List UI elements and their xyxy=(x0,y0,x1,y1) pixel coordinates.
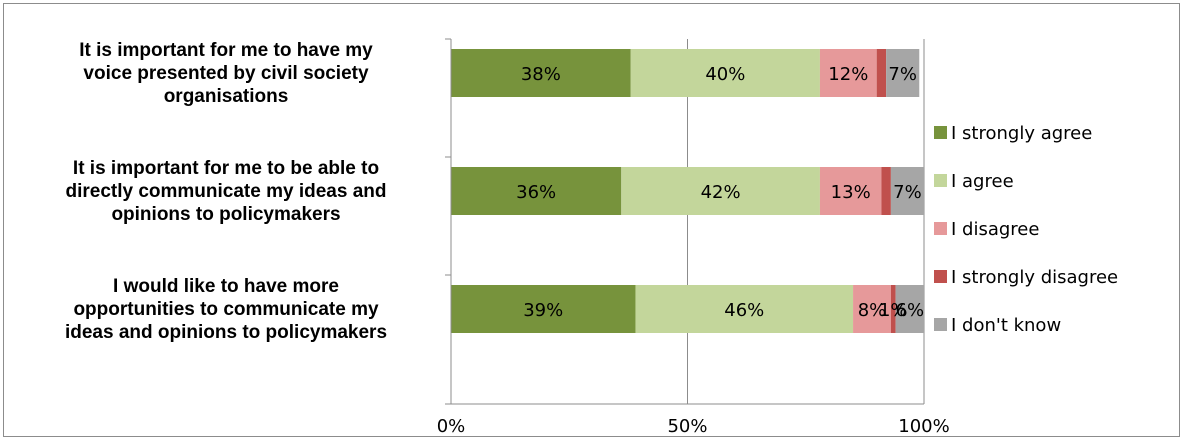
category-label: It is important for me to be able to dire… xyxy=(65,158,386,225)
bar-segment xyxy=(635,285,854,333)
data-label: 7% xyxy=(888,64,917,85)
data-label: 38% xyxy=(521,64,561,85)
data-label: 40% xyxy=(705,64,745,85)
x-tick-label: 50% xyxy=(667,416,707,437)
legend-label: I don't know xyxy=(951,315,1061,336)
data-label: 36% xyxy=(516,182,556,203)
bar-segment xyxy=(890,285,896,333)
gridlines xyxy=(687,39,925,404)
bar-segment xyxy=(819,167,882,215)
chart-frame: 0% 50% 100% It is important for me to have… xyxy=(3,3,1180,437)
legend-swatch xyxy=(934,270,947,283)
legend-swatch xyxy=(934,318,947,331)
category-labels: It is important for me to have my voice p… xyxy=(65,40,387,343)
category-label: I would like to have more opportunities t… xyxy=(65,276,387,343)
legend-swatch xyxy=(934,174,947,187)
legend-swatch xyxy=(934,126,947,139)
category-label: It is important for me to have my voice p… xyxy=(79,40,373,107)
legend-label: I strongly agree xyxy=(951,123,1092,144)
data-label: 42% xyxy=(701,182,741,203)
bar-segment xyxy=(621,167,820,215)
legend-label: I strongly disagree xyxy=(951,267,1118,288)
legend-swatch xyxy=(934,222,947,235)
data-label: 13% xyxy=(831,182,871,203)
data-label: 1% xyxy=(879,300,908,321)
data-label: 46% xyxy=(724,300,764,321)
bar-segment xyxy=(451,49,631,97)
bar-segment xyxy=(853,285,891,333)
legend-label: I agree xyxy=(951,171,1014,192)
data-label: 7% xyxy=(893,182,922,203)
bar-segment xyxy=(881,167,891,215)
data-label: 12% xyxy=(828,64,868,85)
x-tick-label: 100% xyxy=(898,416,949,437)
bar-segment xyxy=(451,167,622,215)
axes: 0% 50% 100% xyxy=(437,38,950,437)
bar-segment xyxy=(630,49,820,97)
bar-segment xyxy=(886,49,920,97)
data-labels: 38% 40% 12% 7% 36% 42% 13% 7% 39% 46% 8%1%6% xyxy=(516,64,924,321)
bar-segment xyxy=(819,49,877,97)
legend: I strongly agree I agree I disagree I stron… xyxy=(934,123,1118,336)
bars xyxy=(451,49,924,333)
legend-label: I disagree xyxy=(951,219,1039,240)
bar-segment xyxy=(876,49,887,97)
data-label: 39% xyxy=(523,300,563,321)
data-label: 6% xyxy=(896,300,925,321)
x-tick-label: 0% xyxy=(437,416,466,437)
bar-segment xyxy=(890,167,924,215)
bar-segment xyxy=(895,285,924,333)
bar-segment xyxy=(451,285,636,333)
data-label: 8% xyxy=(858,300,887,321)
stacked-bar-chart: 0% 50% 100% It is important for me to have… xyxy=(65,38,1118,437)
